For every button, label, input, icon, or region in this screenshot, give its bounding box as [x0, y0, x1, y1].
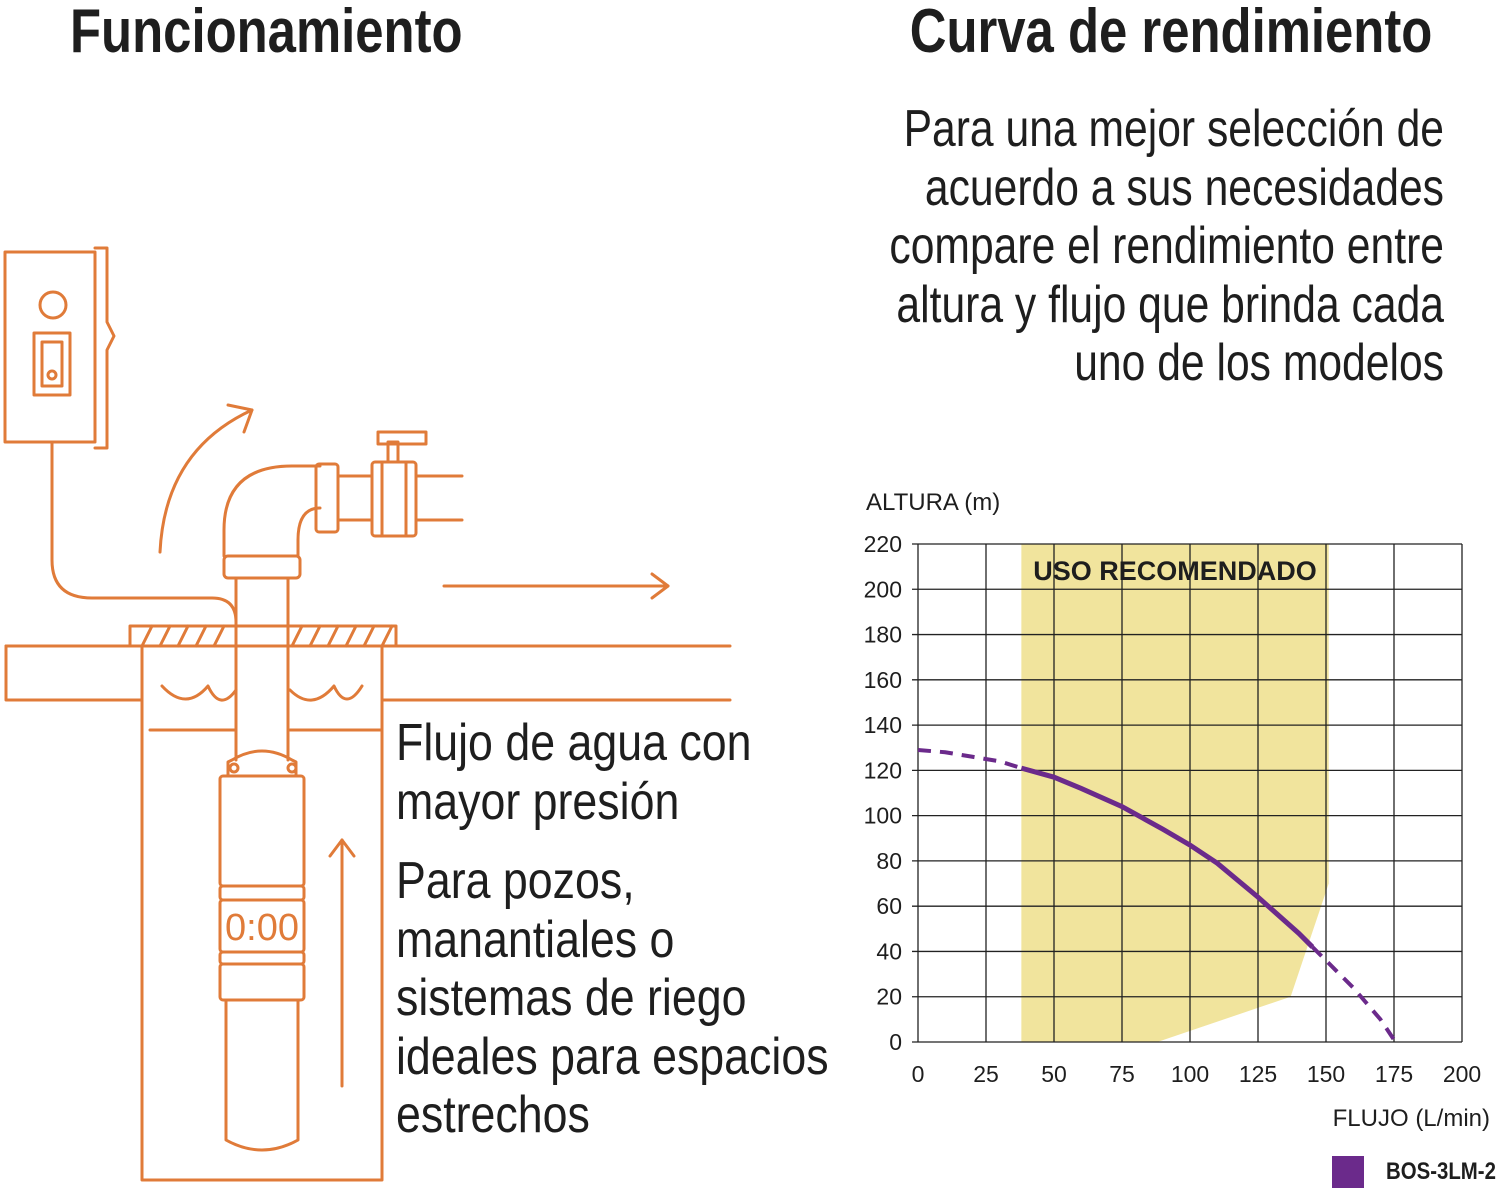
- y-tick-label: 120: [864, 757, 902, 783]
- use-line: sistemas de riego: [396, 969, 747, 1027]
- intro-line: acuerdo a sus necesidades: [924, 158, 1444, 217]
- y-tick-label: 80: [876, 848, 902, 874]
- use-line: manantiales o: [396, 910, 675, 969]
- legend-label: BOS-3LM-2: [1386, 1158, 1496, 1185]
- y-tick-label: 40: [876, 938, 902, 964]
- legend-swatch: [1332, 1156, 1364, 1188]
- x-tick-label: 125: [1239, 1061, 1277, 1087]
- y-tick-label: 160: [864, 667, 902, 693]
- x-tick-label: 0: [912, 1061, 925, 1087]
- y-tick-label: 0: [889, 1029, 902, 1055]
- y-tick-label: 180: [864, 622, 902, 648]
- up-arrow-icon: [158, 408, 254, 554]
- intro-line: compare el rendimiento entre: [889, 217, 1444, 275]
- x-tick-label: 50: [1041, 1061, 1067, 1087]
- intro-line: Para una mejor selección de: [903, 100, 1444, 158]
- intro-paragraph: Para una mejor selección de acuerdo a su…: [706, 100, 1444, 393]
- series-line-dashed: [1310, 945, 1396, 1041]
- flow-description: Flujo de agua con mayor presión: [396, 714, 752, 831]
- right-arrow-head-icon: [650, 572, 670, 600]
- x-axis-label: FLUJO (L/min): [1333, 1105, 1490, 1132]
- use-line: Para pozos,: [396, 852, 635, 910]
- recommended-zone-label: USO RECOMENDADO: [1033, 556, 1317, 586]
- submersible-pump-icon: [218, 749, 306, 1152]
- chart-legend: BOS-3LM-2: [1332, 1156, 1500, 1188]
- y-tick-label: 100: [864, 803, 902, 829]
- intro-line: uno de los modelos: [1074, 334, 1444, 392]
- pipe-elbow: [222, 430, 464, 762]
- x-tick-label: 75: [1109, 1061, 1135, 1087]
- series-line: [1020, 765, 1315, 949]
- well-up-arrow-head-icon: [328, 838, 356, 858]
- x-tick-label: 25: [973, 1061, 999, 1087]
- up-arrow-head-icon: [226, 403, 254, 434]
- x-tick-label: 150: [1307, 1061, 1345, 1087]
- use-description: Para pozos, manantiales o sistemas de ri…: [396, 852, 829, 1145]
- x-tick-label: 175: [1375, 1061, 1413, 1087]
- intro-line: altura y flujo que brinda cada: [896, 275, 1444, 334]
- y-tick-label: 140: [864, 712, 902, 738]
- y-tick-label: 220: [864, 531, 902, 557]
- y-tick-label: 20: [876, 984, 902, 1010]
- recommended-zone: [1021, 544, 1329, 1042]
- y-tick-label: 60: [876, 893, 902, 919]
- x-tick-label: 100: [1171, 1061, 1209, 1087]
- flow-line: mayor presión: [396, 772, 680, 831]
- heading-funcionamiento: Funcionamiento: [70, 0, 463, 66]
- y-axis-label: ALTURA (m): [866, 489, 1000, 516]
- x-tick-label: 200: [1443, 1061, 1481, 1087]
- series-line-dashed: [917, 747, 1022, 771]
- heading-curva: Curva de rendimiento: [909, 0, 1432, 66]
- flow-line: Flujo de agua con: [396, 714, 752, 772]
- y-tick-label: 200: [864, 576, 902, 602]
- use-line: estrechos: [396, 1086, 590, 1144]
- pump-illustration: 0:00: [3, 246, 732, 1182]
- ground-well: [4, 624, 732, 1182]
- use-line: ideales para espacios: [396, 1027, 829, 1086]
- pump-display: 0:00: [225, 907, 299, 949]
